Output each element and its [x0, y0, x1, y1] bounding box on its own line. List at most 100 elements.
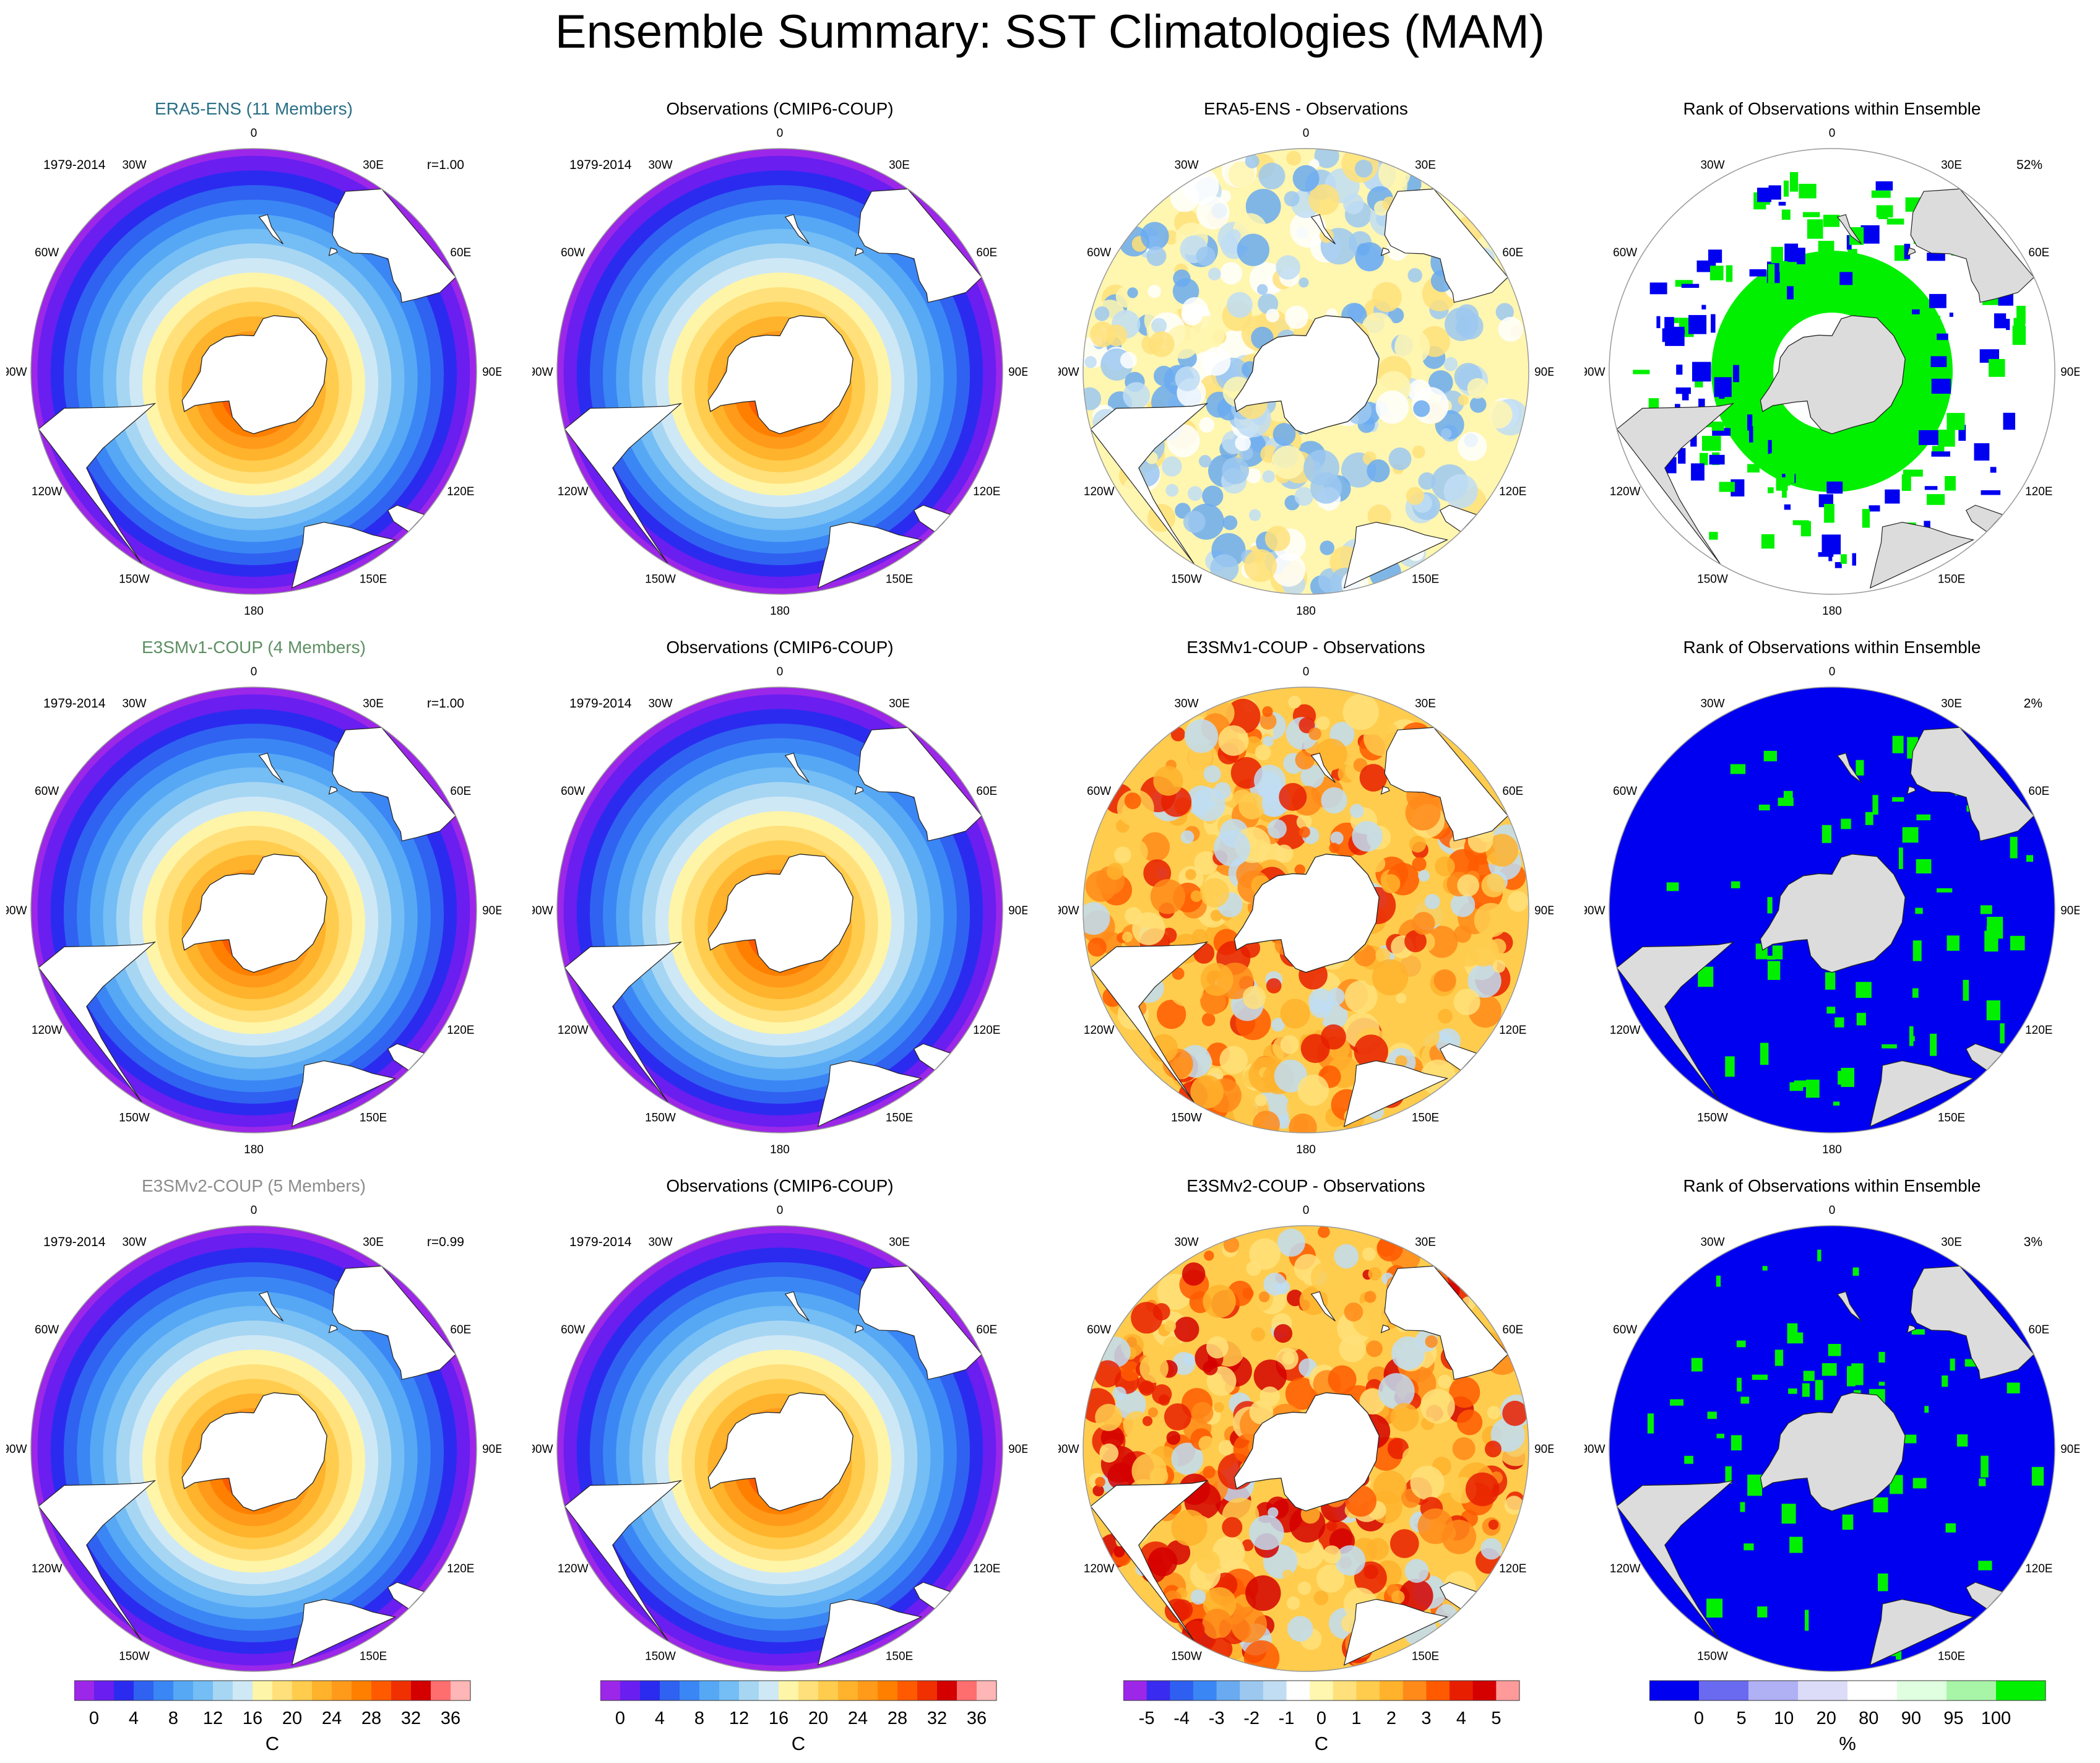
colorbar-swatch [1263, 1681, 1287, 1700]
lon-label: 90W [1584, 1443, 1605, 1456]
lon-label: 60E [1502, 785, 1523, 798]
lon-label: 60W [1613, 246, 1637, 259]
polar-map: 030E60E90E120E150E180150W120W90W60W30W [1058, 665, 1553, 1156]
colorbar-tick: 0 [1694, 1709, 1704, 1728]
map-panel-model: E3SMv2-COUP (5 Members) 1979-2014 r=0.99 0 3… [6, 1176, 501, 1715]
lon-label: 150E [1412, 1111, 1439, 1124]
lon-label: 150E [1938, 1650, 1965, 1663]
lon-label: 150W [1697, 1650, 1728, 1663]
colorbar-swatch [937, 1681, 957, 1700]
lon-label: 120W [32, 1562, 63, 1575]
lon-label: 30E [889, 698, 910, 711]
colorbar-swatch [1286, 1681, 1310, 1700]
lon-label: 120W [1610, 485, 1641, 498]
map-panel-obs: Observations (CMIP6-COUP) 1979-2014 0 30E 60… [532, 638, 1027, 1176]
lon-label: 90E [2060, 904, 2080, 917]
lon-label: 60E [976, 785, 997, 798]
lon-label: 180 [1822, 1143, 1842, 1156]
lon-label: 90E [2060, 1443, 2080, 1456]
colorbar-swatch [1426, 1681, 1450, 1700]
lon-label: 60E [1502, 246, 1523, 259]
lon-label: 30E [1415, 1236, 1436, 1249]
lon-label: 90W [532, 904, 553, 917]
polar-map: 030E60E90E120E150E180150W120W90W60W30W [532, 1204, 1027, 1695]
lon-label: 0 [1829, 665, 1836, 678]
colorbar-swatch [114, 1681, 134, 1700]
colorbar-tick: 100 [1981, 1709, 2011, 1728]
lon-label: 90W [1058, 366, 1079, 379]
rank-percent: 2% [2023, 696, 2042, 711]
lon-label: 150W [1171, 573, 1202, 586]
colorbar-swatch [1472, 1681, 1497, 1700]
colorbar-swatch [451, 1681, 471, 1700]
lon-label: 60W [1613, 785, 1637, 798]
map-panel-model: E3SMv1-COUP (4 Members) 1979-2014 r=1.00 0 3… [6, 638, 501, 1176]
colorbar-tick: 4 [655, 1709, 665, 1728]
lon-label: 0 [251, 1204, 257, 1217]
colorbar-tick: 32 [401, 1709, 421, 1728]
lon-label: 150E [886, 573, 913, 586]
lon-label: 60E [976, 1323, 997, 1336]
colorbar-swatch [640, 1681, 660, 1700]
polar-map: 030E60E90E120E150E180150W120W90W60W30W [1584, 665, 2080, 1156]
rank-percent: 3% [2023, 1235, 2042, 1249]
colorbar-tick: 8 [694, 1709, 704, 1728]
colorbar-unit: % [1839, 1733, 1856, 1754]
colorbar-swatch [134, 1681, 154, 1700]
colorbar-swatch [1310, 1681, 1334, 1700]
colorbar-swatch [818, 1681, 839, 1700]
lon-label: 30W [122, 1236, 146, 1249]
lon-label: 120E [447, 1024, 474, 1037]
colorbar-swatch [1380, 1681, 1404, 1700]
map-panel-rank: Rank of Observations within Ensemble 52% 0… [1584, 99, 2080, 638]
lon-label: 0 [1303, 665, 1310, 678]
lon-label: 60W [35, 1323, 59, 1336]
lon-label: 0 [251, 665, 257, 678]
lon-label: 150W [119, 1111, 150, 1124]
colorbar-swatch [779, 1681, 799, 1700]
map-panel-rank: Rank of Observations within Ensemble 3% 0 3… [1584, 1176, 2080, 1715]
polar-map: 030E60E90E120E150E180150W120W90W60W30W [1584, 1204, 2080, 1695]
map-panel-rank: Rank of Observations within Ensemble 2% 0 3… [1584, 638, 2080, 1176]
lon-label: 0 [1829, 1204, 1836, 1217]
lon-label: 120E [973, 1562, 1000, 1575]
correlation-label: r=0.99 [426, 1235, 464, 1249]
lon-label: 90E [1534, 904, 1553, 917]
lon-label: 90W [6, 1443, 27, 1456]
lon-label: 60E [2028, 785, 2049, 798]
lon-label: 0 [1829, 127, 1836, 140]
lon-label: 60W [561, 785, 585, 798]
lon-label: 30W [1174, 1236, 1198, 1249]
lon-label: 30E [889, 159, 910, 172]
lon-label: 150W [1171, 1111, 1202, 1124]
colorbar-tick: 16 [769, 1709, 789, 1728]
lon-label: 150E [360, 1111, 387, 1124]
lon-label: 60W [1613, 1323, 1637, 1336]
colorbar-rank: 0 5 10 20 80 90 95 100% [1649, 1680, 2046, 1754]
colorbar-tick: 20 [282, 1709, 302, 1728]
lon-label: 120E [2025, 485, 2052, 498]
colorbar-swatch [1496, 1681, 1520, 1700]
colorbar-unit: C [1315, 1733, 1328, 1754]
colorbar-tick: 28 [888, 1709, 907, 1728]
colorbar-tick: 10 [1774, 1709, 1794, 1728]
colorbar-diff: -5 -4 -3 -2 -1 0 1 2 3 4 5 C [1123, 1680, 1520, 1754]
lon-label: 150E [1938, 1111, 1965, 1124]
colorbar-swatch [272, 1681, 293, 1700]
colorbar-tick: 1 [1351, 1709, 1361, 1728]
colorbar-tick: -5 [1139, 1709, 1155, 1728]
panel-title: Rank of Observations within Ensemble [1683, 638, 1981, 657]
lon-label: 180 [244, 605, 264, 618]
lon-label: 120W [1610, 1024, 1641, 1037]
colorbar-swatch [917, 1681, 938, 1700]
lon-label: 120E [973, 485, 1000, 498]
panel-title: Observations (CMIP6-COUP) [666, 99, 894, 118]
colorbar-swatch [1356, 1681, 1380, 1700]
colorbar-swatch [1699, 1681, 1749, 1700]
lon-label: 120W [1084, 1024, 1115, 1037]
colorbar-swatch [798, 1681, 819, 1700]
colorbar-swatch [1748, 1681, 1799, 1700]
colorbar-swatch [838, 1681, 858, 1700]
colorbar-tick: -4 [1173, 1709, 1190, 1728]
lon-label: 60W [35, 785, 59, 798]
